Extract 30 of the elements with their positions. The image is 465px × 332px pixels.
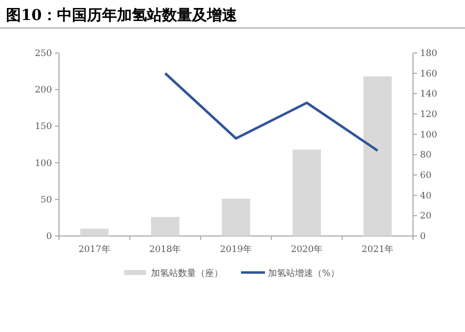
y2-tick-label: 20	[420, 212, 432, 222]
bar	[363, 76, 392, 236]
y-tick-label: 200	[34, 86, 52, 96]
bar	[222, 198, 250, 236]
chart-title: 图10：中国历年加氢站数量及增速	[6, 6, 238, 24]
y-tick-label: 150	[34, 122, 52, 132]
y2-tick-label: 140	[420, 90, 438, 100]
y2-tick-label: 0	[420, 232, 426, 242]
y-tick-label: 0	[46, 232, 52, 242]
x-tick-label: 2018年	[149, 244, 182, 255]
y2-tick-label: 120	[420, 110, 438, 120]
y2-tick-label: 160	[420, 69, 438, 80]
y-tick-label: 50	[40, 195, 52, 206]
bar	[151, 216, 180, 236]
y2-tick-label: 40	[420, 191, 432, 202]
x-tick-label: 2017年	[78, 244, 110, 255]
y-tick-label: 250	[34, 49, 52, 59]
x-tick-label: 2020年	[290, 244, 323, 255]
x-tick-label: 2019年	[220, 244, 252, 255]
bar	[80, 228, 109, 236]
legend-label: 加氢站数量（座）	[151, 268, 223, 279]
line-series	[164, 72, 379, 152]
y2-tick-label: 180	[420, 49, 438, 59]
y2-tick-label: 60	[420, 171, 432, 181]
y2-tick-label: 100	[420, 130, 438, 140]
legend-label: 加氢站增速（%）	[268, 268, 340, 279]
y2-tick-label: 80	[420, 150, 432, 161]
x-tick-label: 2021年	[362, 244, 394, 255]
bar	[292, 150, 321, 236]
y-tick-label: 100	[34, 158, 52, 169]
